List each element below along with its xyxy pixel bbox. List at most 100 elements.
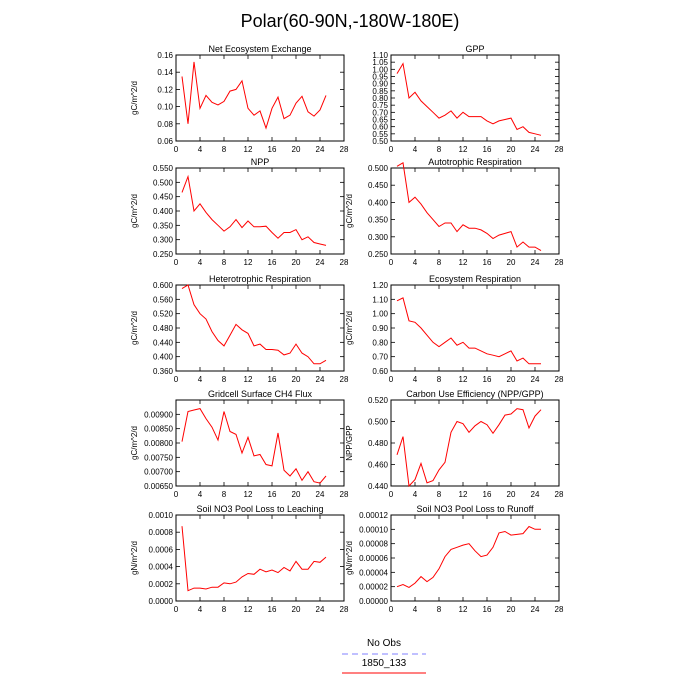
y-tick-label: 0.400 [153,353,174,362]
y-tick-label: 0.65 [372,116,388,125]
series-line-net-ecosystem-exchange [181,61,327,130]
x-tick-label: 20 [292,258,301,267]
x-tick-label: 16 [483,258,492,267]
y-tick-label: 1.00 [372,310,388,319]
y-tick-label: 0.12 [157,85,173,94]
y-tick-label: 0.80 [372,94,388,103]
y-tick-label: 0.440 [153,338,174,347]
x-tick-label: 12 [244,375,253,384]
x-tick-label: 16 [268,490,277,499]
y-tick-label: 0.500 [368,418,389,427]
y-tick-label: 0.55 [372,130,388,139]
x-tick-label: 8 [222,145,227,154]
y-tick-label: 0.400 [153,207,174,216]
x-tick-label: 12 [244,258,253,267]
y-tick-label: 1.20 [372,281,388,290]
y-tick-label: 0.00800 [144,439,173,448]
x-tick-label: 4 [413,605,418,614]
x-tick-label: 4 [198,490,203,499]
y-tick-label: 0.600 [153,281,174,290]
y-axis-label: gC/m^2/d [130,426,139,460]
plot-frame [175,399,345,487]
y-tick-label: 0.00900 [144,410,173,419]
panel-title-heterotrophic-respiration: Heterotrophic Respiration [209,274,311,284]
series-line-gridcell-surface-ch4-flux [181,408,327,484]
y-tick-label: 0.10 [157,103,173,112]
y-tick-label: 0.450 [153,193,174,202]
x-tick-label: 20 [292,605,301,614]
series-line-autotrophic-respiration [396,161,542,252]
y-tick-label: 0.60 [372,123,388,132]
y-tick-label: 0.00012 [359,511,388,520]
x-tick-label: 24 [316,375,325,384]
y-tick-label: 0.300 [153,236,174,245]
series-line-carbon-use-efficiency-npp-gpp [396,408,542,488]
y-tick-label: 0.0010 [149,511,174,520]
x-tick-label: 16 [483,145,492,154]
x-tick-label: 24 [316,145,325,154]
x-tick-label: 24 [316,605,325,614]
series-line-npp [181,174,327,246]
x-tick-label: 28 [340,145,349,154]
y-tick-label: 0.0002 [149,580,174,589]
y-tick-label: 1.10 [372,295,388,304]
y-tick-label: 0.00004 [359,568,388,577]
x-tick-label: 0 [389,145,394,154]
y-tick-label: 0.00010 [359,525,388,534]
panel-title-soil-no3-pool-loss-to-leaching: Soil NO3 Pool Loss to Leaching [196,504,323,514]
series-line-ecosystem-respiration [396,297,541,365]
plot-frame [390,399,560,487]
series-line-heterotrophic-respiration [181,284,327,365]
x-tick-label: 28 [555,375,564,384]
y-tick-label: 0.00700 [144,468,173,477]
panel-heterotrophic-respiration: Heterotrophic Respiration 0 4 8 12 16 20 24 28 0.… [130,274,349,384]
x-tick-label: 0 [389,375,394,384]
series-line-soil-no3-pool-loss-to-leaching [181,526,327,592]
x-tick-label: 16 [268,605,277,614]
y-tick-label: 0.350 [153,221,174,230]
x-tick-label: 4 [413,145,418,154]
y-axis-label: NPP/GPP [345,425,354,461]
x-tick-label: 16 [483,605,492,614]
panel-gpp: GPP 0 4 8 12 16 20 24 28 0.500.550.600.650.700.75… [372,44,564,154]
x-tick-label: 16 [483,375,492,384]
x-tick-label: 4 [198,258,203,267]
y-axis-label: gN/m^2/d [130,541,139,575]
x-tick-label: 24 [531,145,540,154]
y-tick-label: 0.90 [372,80,388,89]
y-tick-label: 0.00008 [359,540,388,549]
y-tick-label: 0.00006 [359,554,388,563]
x-tick-label: 0 [174,605,179,614]
panel-gridcell-surface-ch4-flux: Gridcell Surface CH4 Flux 0 4 8 12 16 20 24 28 0.… [130,389,349,499]
panel-title-soil-no3-pool-loss-to-runoff: Soil NO3 Pool Loss to Runoff [417,504,534,514]
x-tick-label: 12 [459,605,468,614]
x-tick-label: 4 [413,490,418,499]
plot-frame [175,514,345,602]
panel-title-net-ecosystem-exchange: Net Ecosystem Exchange [208,44,311,54]
panel-title-gridcell-surface-ch4-flux: Gridcell Surface CH4 Flux [208,389,313,399]
x-tick-label: 24 [531,258,540,267]
x-tick-label: 0 [389,258,394,267]
y-tick-label: 0.60 [372,367,388,376]
x-tick-label: 12 [244,145,253,154]
x-tick-label: 28 [555,490,564,499]
y-tick-label: 0.480 [368,439,389,448]
y-tick-label: 0.0004 [149,563,174,572]
y-axis-label: gC/m^2/d [130,81,139,115]
y-tick-label: 0.550 [153,164,174,173]
y-tick-label: 0.70 [372,108,388,117]
y-tick-label: 0.16 [157,51,173,60]
x-tick-label: 12 [459,258,468,267]
x-tick-label: 4 [198,375,203,384]
y-tick-label: 0.90 [372,324,388,333]
x-tick-label: 4 [198,145,203,154]
y-tick-label: 0.80 [372,338,388,347]
x-tick-label: 8 [437,145,442,154]
x-tick-label: 8 [222,258,227,267]
y-tick-label: 0.450 [368,181,389,190]
x-tick-label: 16 [268,375,277,384]
y-tick-label: 0.95 [372,73,388,82]
x-tick-label: 8 [222,605,227,614]
y-tick-label: 0.500 [368,164,389,173]
